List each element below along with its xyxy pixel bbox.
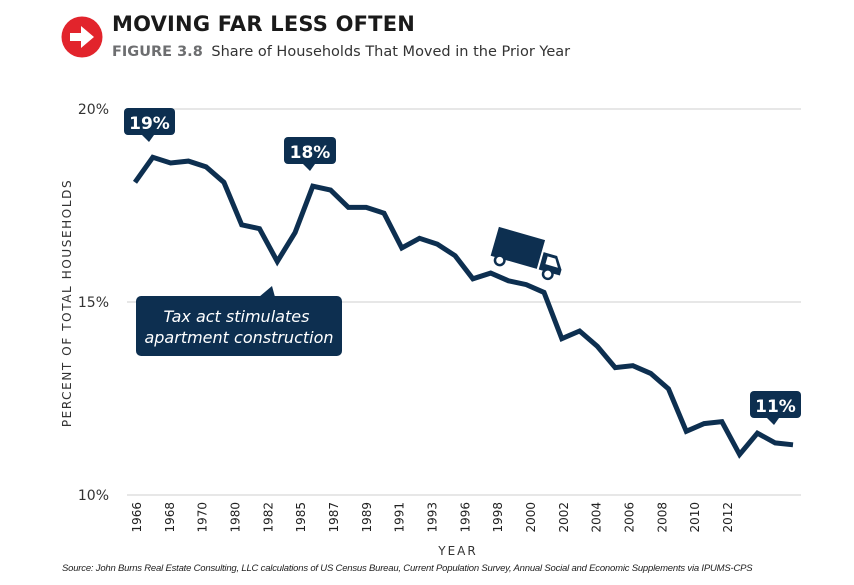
y-axis-label: PERCENT OF TOTAL HOUSEHOLDS <box>60 179 74 427</box>
callout-18: 18% <box>284 137 336 171</box>
x-tick-label: 2000 <box>524 502 538 533</box>
callout-11: 11% <box>750 391 801 425</box>
x-tick-label: 1985 <box>294 502 308 533</box>
moving-truck-icon <box>490 226 562 281</box>
x-tick-label: 1987 <box>327 502 341 533</box>
x-tick-label: 1991 <box>393 502 407 533</box>
x-tick-label: 1982 <box>261 502 275 533</box>
x-tick-label: 1998 <box>491 502 505 533</box>
x-tick-label: 1996 <box>458 502 472 533</box>
chart-title: MOVING FAR LESS OFTEN <box>112 12 416 36</box>
figure-label: FIGURE 3.8 <box>112 44 203 60</box>
x-tick-label: 2006 <box>622 502 636 533</box>
x-tick-label: 2004 <box>590 502 604 533</box>
right-arrow-circle-icon <box>61 16 103 58</box>
x-axis-label: YEAR <box>437 544 477 558</box>
callout-19: 19% <box>124 108 175 142</box>
x-tick-label: 2002 <box>557 502 571 533</box>
data-points <box>134 157 794 455</box>
callout-11-text: 11% <box>755 397 796 417</box>
y-tick-label: 20% <box>78 102 109 118</box>
x-tick-label: 1993 <box>425 502 439 533</box>
callout-19-text: 19% <box>129 114 170 134</box>
series-line <box>132 154 794 459</box>
x-tick-label: 1968 <box>163 502 177 533</box>
x-tick-label: 2008 <box>655 502 669 533</box>
x-axis-tick-labels: 1966 1968 1970 1980 1982 1985 1987 1989 1991 1993… <box>130 502 735 533</box>
callout-18-text: 18% <box>290 143 331 163</box>
y-axis-tick-labels: 10% 15% 20% <box>78 102 109 504</box>
y-tick-label: 10% <box>78 488 109 504</box>
y-tick-label: 15% <box>78 295 109 311</box>
x-tick-label: 1966 <box>130 502 144 533</box>
x-tick-label: 1980 <box>228 502 242 533</box>
x-tick-label: 2010 <box>688 502 702 533</box>
callout-tax-act: Tax act stimulates apartment constructio… <box>136 286 342 356</box>
subtitle-text: Share of Households That Moved in the Pr… <box>211 44 571 60</box>
x-tick-label: 2012 <box>721 502 735 533</box>
x-tick-label: 1989 <box>360 502 374 533</box>
chart-subtitle: FIGURE 3.8 Share of Households That Move… <box>112 44 570 60</box>
source-note: Source: John Burns Real Estate Consultin… <box>62 563 753 574</box>
x-tick-label: 1970 <box>196 502 210 533</box>
callout-tax-act-text: Tax act stimulates apartment constructio… <box>144 307 333 347</box>
